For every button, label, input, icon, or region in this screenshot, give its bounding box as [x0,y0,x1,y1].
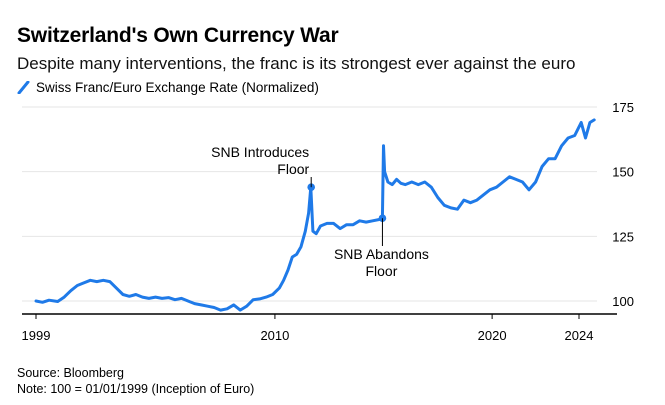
x-tick-label-1999: 1999 [22,328,51,343]
legend: Swiss Franc/Euro Exchange Rate (Normaliz… [17,80,319,95]
x-tick-label-2010: 2010 [260,328,289,343]
source-note: Source: Bloomberg [17,366,125,380]
legend-swatch-icon [17,81,30,94]
series-line-0 [34,118,596,312]
x-tick-label-2024: 2024 [565,328,594,343]
y-tick-label-150: 150 [612,165,634,180]
legend-label: Swiss Franc/Euro Exchange Rate (Normaliz… [36,80,319,95]
chart-title: Switzerland's Own Currency War [17,24,339,47]
annotation-label-1-0: SNB Abandons [334,246,429,262]
x-axis: 1999 2010 2020 2024 [22,313,617,343]
y-axis-labels: 100 125 150 175 [612,100,634,309]
series-layer [34,118,596,312]
gridlines [22,106,597,302]
y-tick-label-175: 175 [612,100,634,115]
chart-subtitle: Despite many interventions, the franc is… [17,54,576,73]
footnote: Note: 100 = 01/01/1999 (Inception of Eur… [17,382,255,396]
y-tick-label-125: 125 [612,229,634,244]
annotation-label-0-0: SNB Introduces [211,144,309,160]
annotation-label-0-1: Floor [277,161,309,177]
x-tick-label-2020: 2020 [478,328,507,343]
y-tick-label-100: 100 [612,294,634,309]
annotation-label-1-1: Floor [365,263,397,279]
